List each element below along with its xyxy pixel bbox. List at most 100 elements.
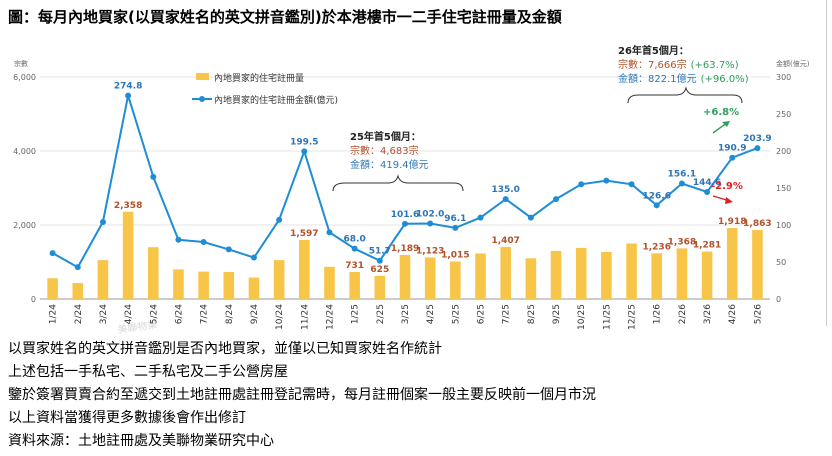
bar (72, 283, 84, 299)
line-point (301, 148, 308, 155)
x-tick-label: 11/25 (602, 304, 612, 330)
bar (601, 252, 612, 299)
line-point (653, 202, 660, 209)
change-up-label: +6.8% (703, 107, 739, 118)
legend-bar-swatch (196, 73, 209, 80)
bar (500, 246, 511, 299)
bar (374, 275, 386, 299)
legend-line-marker (199, 96, 205, 102)
line-point (276, 216, 283, 223)
x-tick-label: 4/24 (124, 304, 134, 324)
line-point (351, 245, 358, 252)
bar (701, 251, 713, 299)
annotation-26-amount: 金額：822.1億元 (+96.0%) (618, 72, 749, 85)
line-data-label: 51.7 (369, 247, 391, 257)
annotation-26-heading: 26年首5個月： (618, 44, 689, 57)
line-point (427, 220, 434, 227)
notes: 以買家姓名的英文拼音鑑別是否內地買家，並僅以已知買家姓名作統計 上述包括一手私宅… (8, 338, 596, 453)
bar-data-label: 1,189 (391, 244, 419, 254)
bar-data-label: 1,918 (718, 217, 746, 227)
bar (575, 247, 587, 299)
line-point (402, 220, 408, 227)
x-tick-label: 3/24 (99, 304, 109, 324)
note-line: 資料來源：土地註冊處及美聯物業研究中心 (8, 433, 274, 449)
line-point (150, 173, 157, 180)
bar-data-label: 2,358 (114, 201, 142, 211)
left-axis-tick-label: 6,000 (13, 73, 36, 82)
line-point (678, 180, 685, 187)
x-tick-label: 4/26 (728, 304, 738, 324)
line-data-label: 68.0 (344, 235, 366, 245)
change-down-label: -2.9% (711, 181, 743, 192)
annotation-26: 26年首5個月： 宗數：7,666宗 (+63.7%) 金額：822.1億元 (+9… (618, 44, 749, 104)
line-data-label: 101.6 (391, 210, 419, 220)
line-point (250, 254, 257, 261)
bar (550, 250, 562, 299)
line-point (553, 196, 560, 203)
bar-data-label: 1,368 (668, 237, 696, 247)
bar (651, 253, 663, 299)
bar-data-label: 1,123 (416, 246, 444, 256)
bar (324, 266, 335, 299)
annotation-25-count: 宗數：4,683宗 (350, 144, 419, 157)
x-tick-label: 12/24 (325, 304, 335, 330)
bar (399, 255, 411, 299)
line-point (502, 196, 509, 203)
change-down: -2.9% (711, 181, 743, 204)
bar (752, 230, 763, 299)
annotation-25-amount: 金額：419.4億元 (350, 158, 429, 171)
line-point (578, 181, 585, 188)
line-point (49, 250, 56, 257)
right-axis-tick-label: 300 (776, 73, 791, 82)
line-data-label: 144.6 (693, 178, 721, 188)
bar (299, 239, 310, 299)
x-tick-label: 4/25 (426, 304, 436, 324)
x-tick-label: 1/25 (351, 304, 361, 324)
x-tick-label: 9/24 (250, 304, 260, 324)
line-data-label: 156.1 (668, 169, 696, 179)
right-axis-tick-label: 150 (776, 184, 791, 193)
line-point (200, 239, 207, 246)
x-tick-label: 5/25 (451, 304, 461, 324)
legend-bar-label: 內地買家的住宅註冊量 (214, 72, 304, 84)
line-point (326, 229, 333, 236)
bar (223, 271, 235, 299)
x-tick-label: 5/24 (149, 304, 159, 324)
line-data-label: 199.5 (290, 137, 318, 147)
x-tick-label: 7/25 (502, 304, 512, 324)
x-tick-label: 2/25 (376, 304, 386, 324)
line-point (704, 188, 711, 195)
line-point (754, 145, 761, 152)
line-point (376, 257, 383, 264)
bar (97, 260, 109, 299)
annotation-26-bracket (627, 86, 743, 104)
bar-data-label: 731 (345, 261, 364, 271)
bar (248, 277, 260, 299)
right-axis-tick-label: 100 (776, 221, 791, 230)
note-line: 上述包括一手私宅、二手私宅及二手公營房屋 (8, 364, 288, 380)
bar-data-label: 1,597 (290, 229, 318, 239)
bar (626, 243, 637, 299)
note-line: 鑒於簽署買賣合約至遞交到土地註冊處註冊登記需時，每月註冊個案一般主要反映前一個月… (8, 387, 596, 403)
right-axis-tick-label: 200 (776, 147, 791, 156)
bar (525, 258, 537, 299)
line-point (477, 214, 484, 221)
bar (173, 269, 184, 299)
bar (726, 228, 738, 299)
annotation-25: 25年首5個月： 宗數：4,683宗 金額：419.4億元 (332, 130, 464, 192)
bar (450, 261, 461, 299)
frame-edge (826, 0, 827, 326)
x-tick-label: 8/25 (527, 304, 537, 324)
line-point (99, 219, 106, 226)
x-tick-label: 5/26 (753, 304, 763, 324)
line-point (175, 236, 182, 243)
x-tick-label: 3/25 (401, 304, 411, 324)
x-tick-label: 8/24 (225, 304, 235, 324)
bar (676, 248, 688, 299)
x-tick-label: 3/26 (703, 304, 713, 324)
line-data-label: 135.0 (491, 185, 519, 195)
x-tick-label: 10/25 (577, 304, 587, 330)
bar-data-label: 1,236 (642, 242, 670, 252)
bar (475, 253, 486, 299)
